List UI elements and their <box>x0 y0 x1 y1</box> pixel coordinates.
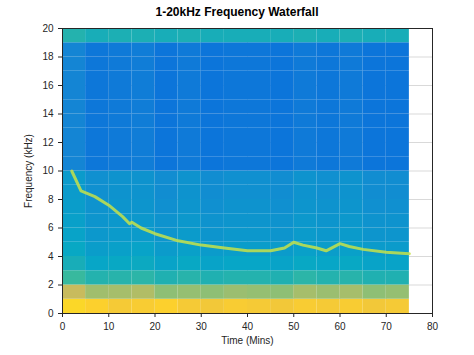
svg-text:30: 30 <box>196 321 208 332</box>
svg-text:50: 50 <box>288 321 300 332</box>
svg-text:80: 80 <box>427 321 439 332</box>
svg-text:0: 0 <box>60 321 66 332</box>
svg-text:10: 10 <box>42 165 54 176</box>
svg-text:10: 10 <box>103 321 115 332</box>
svg-text:60: 60 <box>334 321 346 332</box>
svg-text:12: 12 <box>42 137 54 148</box>
html-text:1-20kHz Frequency Waterfall: 1-20kHz Frequency Waterfall <box>155 5 319 19</box>
svg-text:0: 0 <box>48 308 54 319</box>
svg-text:8: 8 <box>48 194 54 205</box>
svg-text:6: 6 <box>48 222 54 233</box>
svg-text:14: 14 <box>42 108 54 119</box>
svg-text:18: 18 <box>42 51 54 62</box>
svg-text:Frequency (kHz): Frequency (kHz) <box>23 134 34 208</box>
svg-text:Time (Mins): Time (Mins) <box>221 335 273 346</box>
svg-text:20: 20 <box>42 23 54 34</box>
svg-text:40: 40 <box>242 321 254 332</box>
svg-text:16: 16 <box>42 80 54 91</box>
svg-text:4: 4 <box>48 251 54 262</box>
svg-text:20: 20 <box>149 321 161 332</box>
svg-text:70: 70 <box>381 321 393 332</box>
svg-text:2: 2 <box>48 279 54 290</box>
